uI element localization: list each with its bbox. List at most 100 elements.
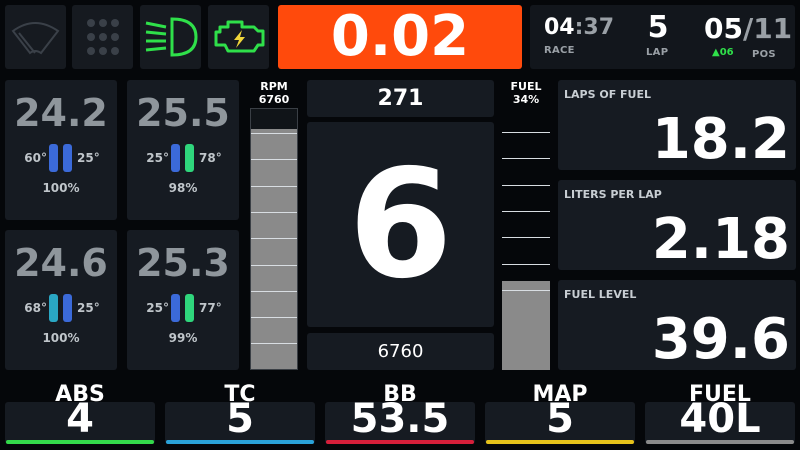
setting-value: 5 — [226, 396, 254, 442]
setting-color-line — [486, 440, 634, 444]
tire-wear: 99% — [168, 331, 198, 345]
tire-left-bar — [49, 144, 58, 172]
headlight-icon — [145, 17, 198, 57]
setting-background — [645, 402, 795, 444]
bar-tick — [502, 210, 550, 212]
setting-abs: ABS 4 — [5, 384, 155, 446]
tire-panel: 25.3 25° 77° 99% — [127, 230, 239, 370]
bar-tick — [251, 211, 297, 213]
keypad-indicator — [72, 5, 133, 69]
tire-right-temp: 78° — [199, 151, 222, 165]
fuel-level-label: FUEL LEVEL — [564, 288, 637, 301]
setting-label: ABS — [55, 382, 105, 407]
tire-left-temp: 68° — [24, 301, 47, 315]
speed-display: 271 — [307, 80, 494, 117]
tire-right-bar — [63, 294, 72, 322]
tire-left-bar — [49, 294, 58, 322]
lap-label: LAP — [646, 47, 669, 58]
tire-right-bar — [185, 144, 194, 172]
position-change: ▲06 — [712, 47, 734, 58]
bar-tick — [502, 158, 550, 160]
gear-value: 6 — [348, 137, 453, 312]
rpm-value: 6760 — [377, 341, 424, 362]
bar-tick — [502, 263, 550, 265]
position: 05/11 — [704, 15, 792, 43]
rpm-bar-label: RPM 6760 — [250, 80, 298, 106]
setting-fuel: FUEL 40L — [645, 384, 795, 446]
race-time-seconds: :37 — [574, 15, 615, 40]
tire-temp: 24.6 — [14, 241, 108, 285]
tire-left-temp: 60° — [24, 151, 47, 165]
fuel-bar-title: FUEL — [510, 80, 542, 93]
bar-tick — [502, 289, 550, 291]
tire-right-temp: 77° — [199, 301, 222, 315]
liters-per-lap-label: LITERS PER LAP — [564, 188, 662, 201]
speed-value: 271 — [377, 86, 424, 111]
race-label: RACE — [544, 45, 575, 56]
tire-temp: 25.5 — [136, 91, 230, 135]
setting-color-line — [6, 440, 154, 444]
engine-warning-indicator — [208, 5, 269, 69]
setting-label: TC — [224, 382, 256, 407]
laps-of-fuel-panel: LAPS OF FUEL 18.2 — [558, 80, 796, 170]
wiper-indicator — [5, 5, 66, 69]
position-change-value: 06 — [719, 47, 734, 58]
position-up-icon: ▲ — [712, 47, 720, 58]
bar-tick — [251, 317, 297, 319]
setting-background — [485, 402, 635, 444]
tire-right-bar — [63, 144, 72, 172]
keypad-grid-icon — [87, 19, 119, 55]
tire-left-temp: 25° — [146, 301, 169, 315]
setting-color-line — [166, 440, 314, 444]
tire-temp: 25.3 — [136, 241, 230, 285]
tire-wear: 100% — [42, 181, 80, 195]
tire-left-bar — [171, 294, 180, 322]
tire-panel: 24.2 60° 25° 100% — [5, 80, 117, 220]
tire-panel: 25.5 25° 78° 98% — [127, 80, 239, 220]
setting-background — [165, 402, 315, 444]
rpm-bar-fill — [251, 129, 297, 369]
setting-color-line — [326, 440, 474, 444]
tire-temp: 24.2 — [14, 91, 108, 135]
rpm-bar-value: 6760 — [258, 93, 290, 106]
tire-right-temp: 25° — [77, 301, 100, 315]
setting-background — [325, 402, 475, 444]
bar-tick — [502, 184, 550, 186]
setting-value: 4 — [66, 396, 94, 442]
fuel-bar-value: 34% — [512, 93, 540, 106]
bar-tick — [251, 159, 297, 161]
setting-background — [5, 402, 155, 444]
setting-value: 40L — [679, 396, 761, 442]
bar-tick — [251, 264, 297, 266]
setting-map: MAP 5 — [485, 384, 635, 446]
tire-right-bar — [185, 294, 194, 322]
tire-left-bar — [171, 144, 180, 172]
liters-per-lap-panel: LITERS PER LAP 2.18 — [558, 180, 796, 270]
bar-tick — [251, 238, 297, 240]
rpm-display: 6760 — [307, 333, 494, 370]
laps-of-fuel-label: LAPS OF FUEL — [564, 88, 652, 101]
liters-per-lap-value: 2.18 — [651, 207, 790, 272]
lap-value: 5 — [647, 10, 669, 45]
fuel-level-value: 39.6 — [651, 307, 790, 372]
setting-bb: BB 53.5 — [325, 384, 475, 446]
fuel-level-panel: FUEL LEVEL 39.6 — [558, 280, 796, 370]
race-time-minutes: 04 — [544, 15, 575, 40]
fuel-bar — [502, 108, 550, 370]
laps-of-fuel-value: 18.2 — [651, 107, 790, 172]
bar-tick — [502, 237, 550, 239]
setting-label: MAP — [532, 382, 588, 407]
bar-tick — [251, 133, 297, 134]
rpm-bar-title: RPM — [260, 80, 288, 93]
tire-left-temp: 25° — [146, 151, 169, 165]
bar-tick — [502, 132, 550, 133]
session-info-panel: 04:37 RACE 5 LAP 05/11 ▲06 POS — [530, 5, 795, 69]
rpm-bar — [250, 108, 298, 370]
fuel-bar-fill — [502, 281, 550, 370]
setting-label: BB — [383, 382, 417, 407]
position-label: POS — [752, 49, 776, 60]
tire-wear: 98% — [168, 181, 198, 195]
position-total: /11 — [742, 12, 793, 45]
gear-display: 6 — [307, 122, 494, 327]
headlight-indicator — [140, 5, 201, 69]
